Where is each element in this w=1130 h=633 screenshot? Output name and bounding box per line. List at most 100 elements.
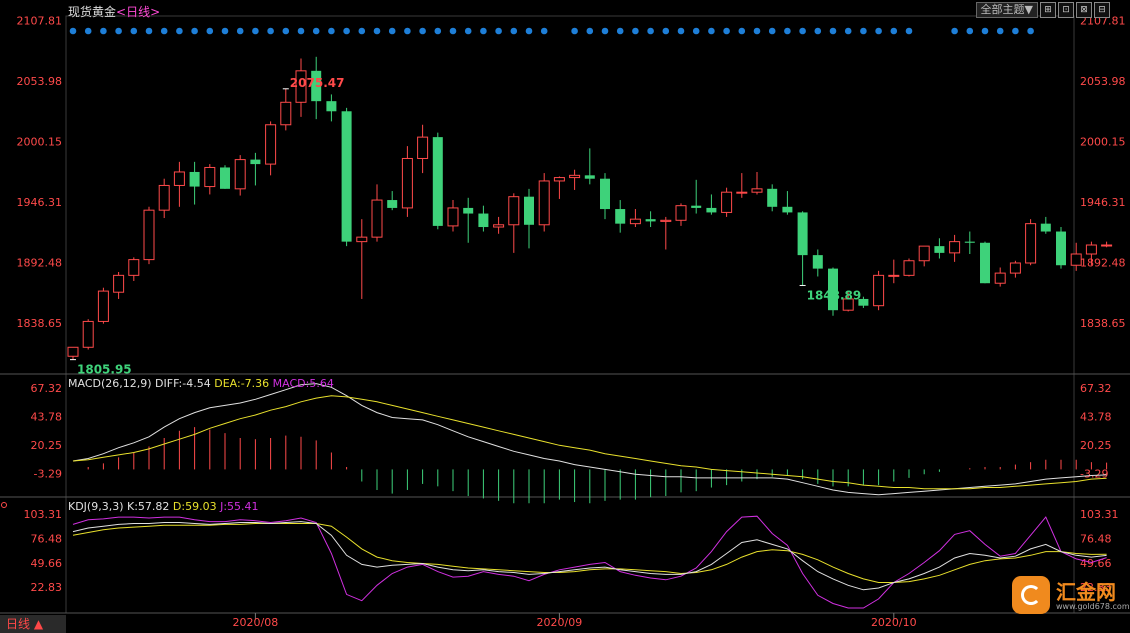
candle-13 <box>265 121 277 176</box>
event-dot-22 <box>404 27 411 35</box>
event-dot-37 <box>632 27 639 35</box>
candle-body-52 <box>858 298 869 306</box>
candle-body-35 <box>600 178 610 210</box>
theme-dropdown-button[interactable]: 全部主题▼ <box>975 2 1038 18</box>
close-window-icon[interactable]: ⊟ <box>1094 2 1110 18</box>
candle-body-6 <box>158 184 170 211</box>
event-dot-29 <box>510 27 518 35</box>
macd-ytick-right-0: 67.32 <box>1080 382 1112 395</box>
event-dot-10 <box>221 27 229 35</box>
candle-body-33 <box>569 174 581 179</box>
event-dot-11 <box>236 27 244 35</box>
candle-17 <box>326 94 337 122</box>
candle-9 <box>204 164 216 195</box>
brand-url: www.gold678.com <box>1056 602 1130 611</box>
candle-body-38 <box>645 219 656 222</box>
candle-57 <box>934 238 945 259</box>
candle-body-36 <box>615 209 626 224</box>
price-ytick-right-3: 1946.31 <box>1080 196 1126 209</box>
kdj-ytick-left-1: 76.48 <box>31 532 63 545</box>
candle-40 <box>675 203 687 226</box>
event-dot-14 <box>282 27 290 35</box>
candle-38 <box>645 211 656 228</box>
kdj-j-line <box>72 515 1107 609</box>
candle-body-48 <box>797 212 808 256</box>
candle-54 <box>888 259 900 284</box>
kdj-j-value: J:55.41 <box>220 500 259 513</box>
event-dot-0 <box>69 27 77 35</box>
candle-60 <box>980 241 990 284</box>
candle-46 <box>767 184 778 212</box>
event-dot-31 <box>540 27 548 35</box>
candle-41 <box>691 179 702 214</box>
candle-58 <box>949 234 961 262</box>
candle-body-31 <box>538 180 550 226</box>
candle-3 <box>113 271 125 299</box>
candle-body-17 <box>326 101 337 112</box>
candle-body-21 <box>387 200 398 208</box>
candle-body-5 <box>143 209 155 261</box>
candle-body-8 <box>189 171 200 187</box>
event-dot-54 <box>890 27 898 35</box>
brand-name: 汇金网 <box>1056 580 1116 604</box>
event-dot-58 <box>951 27 958 35</box>
candle-43 <box>721 187 733 217</box>
candle-body-46 <box>767 188 778 207</box>
candle-1 <box>82 319 94 350</box>
event-dot-45 <box>753 27 761 35</box>
candle-67 <box>1085 241 1097 266</box>
event-dot-20 <box>373 27 381 35</box>
candle-body-24 <box>432 137 443 226</box>
xtick-label-2: 2020/10 <box>871 616 917 629</box>
event-dot-46 <box>768 27 776 35</box>
price-ytick-left-1: 2053.98 <box>17 75 63 88</box>
candle-body-50 <box>828 268 838 311</box>
event-dot-15 <box>297 27 305 35</box>
candle-body-9 <box>204 166 216 188</box>
candle-45 <box>751 171 763 195</box>
candle-36 <box>615 200 626 233</box>
candle-body-43 <box>721 191 733 213</box>
candle-14 <box>280 88 292 131</box>
kdj-ytick-right-3: 22.83 <box>1080 581 1112 594</box>
annotation-label-2: 1848.89 <box>807 288 862 302</box>
period-tab-daily[interactable]: 日线 ▲ <box>0 615 66 633</box>
candle-24 <box>432 132 443 230</box>
candle-body-62 <box>1009 262 1021 274</box>
candle-body-18 <box>341 111 352 242</box>
event-dot-41 <box>692 27 700 35</box>
candle-body-13 <box>265 124 277 165</box>
kdj-ytick-right-1: 76.48 <box>1080 532 1112 545</box>
event-dot-55 <box>905 27 913 35</box>
plot-frame <box>65 15 1075 614</box>
candle-body-55 <box>903 260 915 276</box>
candle-6 <box>158 178 170 219</box>
xtick-label-1: 2020/09 <box>537 616 583 629</box>
candle-body-66 <box>1070 253 1082 266</box>
layout-grid-icon[interactable]: ⊞ <box>1040 2 1056 18</box>
candle-33 <box>569 169 581 190</box>
candle-body-29 <box>508 196 520 226</box>
macd-dea-line <box>72 395 1107 490</box>
event-dot-5 <box>145 27 153 35</box>
kdj-d-value: D:59.03 <box>172 500 217 513</box>
price-ytick-right-2: 2000.15 <box>1080 135 1126 148</box>
candle-65 <box>1056 227 1066 269</box>
maximize-window-icon[interactable]: ⊠ <box>1076 2 1092 18</box>
candle-32 <box>553 176 565 199</box>
candle-body-57 <box>934 246 945 253</box>
kdj-ytick-left-2: 49.66 <box>31 557 63 570</box>
event-dot-44 <box>738 27 746 35</box>
event-dot-8 <box>191 27 198 35</box>
macd-ytick-left-1: 43.78 <box>31 411 63 424</box>
event-dot-50 <box>829 27 837 35</box>
candle-body-64 <box>1040 223 1051 232</box>
instrument-name: 现货黄金 <box>68 5 117 19</box>
candle-body-32 <box>553 177 565 182</box>
event-dot-4 <box>130 27 138 35</box>
timeframe-label[interactable]: <日线> <box>116 5 161 19</box>
event-dot-12 <box>252 27 259 35</box>
event-dot-40 <box>677 27 685 35</box>
restore-window-icon[interactable]: ⊡ <box>1058 2 1074 18</box>
event-dot-51 <box>844 27 852 35</box>
